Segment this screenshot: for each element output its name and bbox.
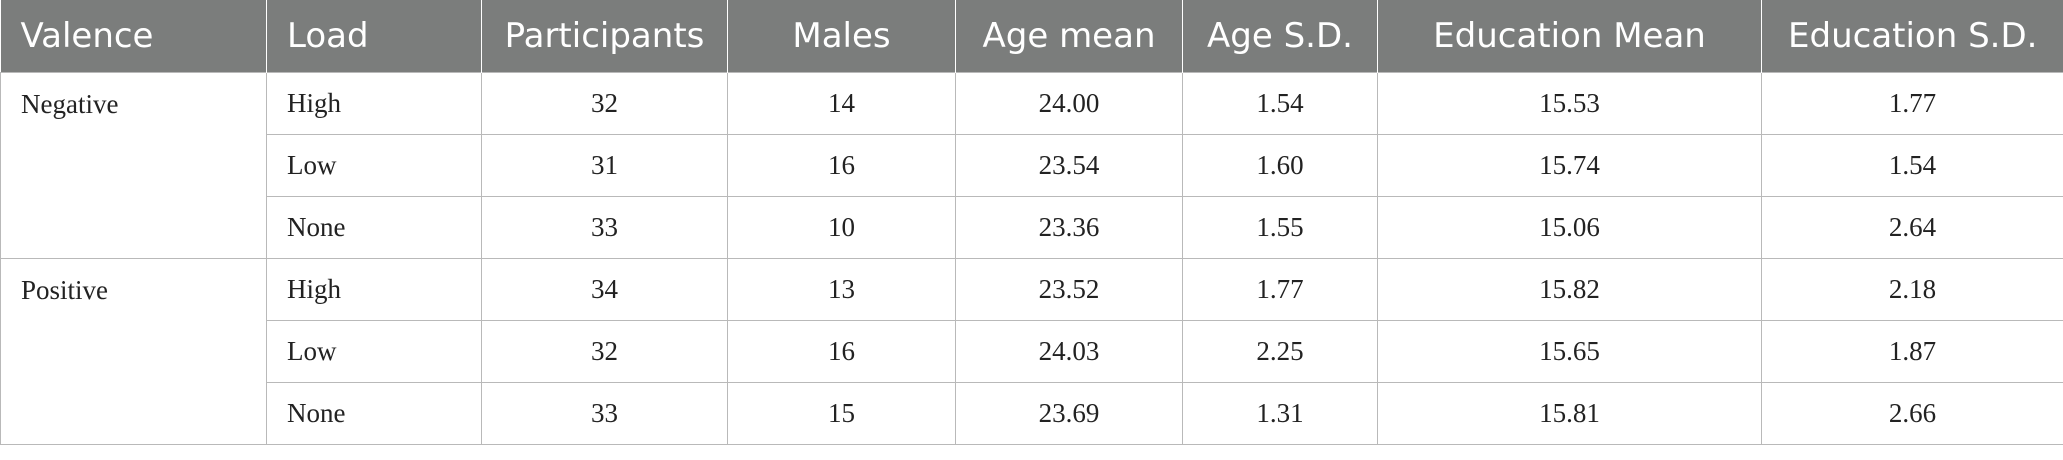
males-cell: 13 xyxy=(727,258,956,321)
age-mean-cell: 23.69 xyxy=(955,382,1183,445)
males-cell: 14 xyxy=(727,72,956,135)
education-mean-cell: 15.65 xyxy=(1377,320,1762,383)
age-sd-cell: 1.60 xyxy=(1182,134,1378,197)
age-sd-cell: 1.77 xyxy=(1182,258,1378,321)
header-age-sd: Age S.D. xyxy=(1182,0,1378,73)
table-row: None 33 10 23.36 1.55 15.06 2.64 xyxy=(1,196,2063,259)
education-mean-cell: 15.81 xyxy=(1377,382,1762,445)
age-mean-cell: 24.03 xyxy=(955,320,1183,383)
males-cell: 15 xyxy=(727,382,956,445)
table-header: Valence Load Participants Males Age mean… xyxy=(0,0,2063,73)
load-cell: None xyxy=(266,196,482,259)
education-mean-cell: 15.06 xyxy=(1377,196,1762,259)
education-sd-cell: 1.54 xyxy=(1761,134,2063,197)
age-sd-cell: 2.25 xyxy=(1182,320,1378,383)
load-cell: High xyxy=(266,72,482,135)
age-sd-cell: 1.55 xyxy=(1182,196,1378,259)
education-mean-cell: 15.82 xyxy=(1377,258,1762,321)
age-mean-cell: 23.52 xyxy=(955,258,1183,321)
age-mean-cell: 23.36 xyxy=(955,196,1183,259)
demographics-table: Valence Load Participants Males Age mean… xyxy=(0,0,2063,445)
header-row: Valence Load Participants Males Age mean… xyxy=(0,0,2063,73)
education-mean-cell: 15.74 xyxy=(1377,134,1762,197)
valence-cell: Negative xyxy=(0,72,267,259)
participants-cell: 34 xyxy=(481,258,728,321)
age-mean-cell: 24.00 xyxy=(955,72,1183,135)
males-cell: 10 xyxy=(727,196,956,259)
education-mean-cell: 15.53 xyxy=(1377,72,1762,135)
participants-cell: 31 xyxy=(481,134,728,197)
table-row: Positive High 34 13 23.52 1.77 15.82 2.1… xyxy=(0,258,2063,445)
header-education-mean: Education Mean xyxy=(1377,0,1762,73)
table-row: None 33 15 23.69 1.31 15.81 2.66 xyxy=(1,382,2063,445)
males-cell: 16 xyxy=(727,320,956,383)
education-sd-cell: 1.87 xyxy=(1761,320,2063,383)
education-sd-cell: 2.66 xyxy=(1761,382,2063,445)
header-age-mean: Age mean xyxy=(955,0,1183,73)
participants-cell: 33 xyxy=(481,196,728,259)
males-cell: 16 xyxy=(727,134,956,197)
header-load: Load xyxy=(266,0,482,73)
table-row: Low 32 16 24.03 2.25 15.65 1.87 xyxy=(1,320,2063,383)
education-sd-cell: 1.77 xyxy=(1761,72,2063,135)
age-sd-cell: 1.54 xyxy=(1182,72,1378,135)
participants-cell: 33 xyxy=(481,382,728,445)
load-cell: Low xyxy=(266,134,482,197)
education-sd-cell: 2.18 xyxy=(1761,258,2063,321)
participants-cell: 32 xyxy=(481,72,728,135)
load-cell: None xyxy=(266,382,482,445)
load-cell: Low xyxy=(266,320,482,383)
participants-cell: 32 xyxy=(481,320,728,383)
header-males: Males xyxy=(727,0,956,73)
load-cell: High xyxy=(266,258,482,321)
age-mean-cell: 23.54 xyxy=(955,134,1183,197)
header-participants: Participants xyxy=(481,0,728,73)
header-education-sd: Education S.D. xyxy=(1761,0,2063,73)
education-sd-cell: 2.64 xyxy=(1761,196,2063,259)
header-valence: Valence xyxy=(0,0,267,73)
age-sd-cell: 1.31 xyxy=(1182,382,1378,445)
table-body: Negative High 32 14 24.00 1.54 15.53 1.7… xyxy=(0,72,2063,445)
table-row: Negative High 32 14 24.00 1.54 15.53 1.7… xyxy=(0,72,2063,259)
table-row: Low 31 16 23.54 1.60 15.74 1.54 xyxy=(1,134,2063,197)
valence-cell: Positive xyxy=(0,258,267,445)
